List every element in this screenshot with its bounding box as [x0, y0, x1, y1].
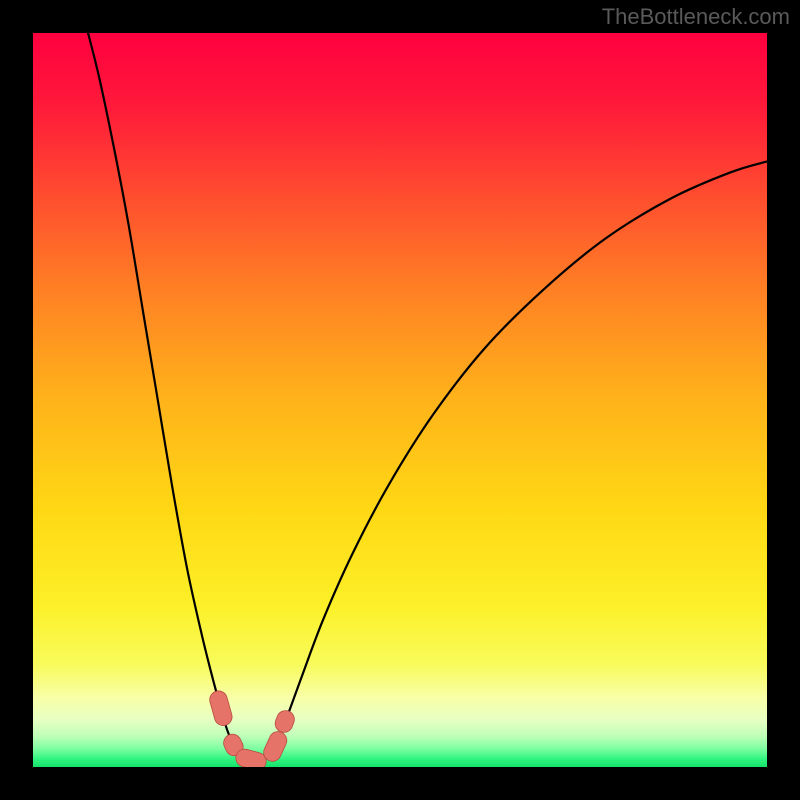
plot-background [33, 33, 767, 767]
bottleneck-chart-svg [0, 0, 800, 800]
attribution-watermark: TheBottleneck.com [602, 4, 790, 30]
